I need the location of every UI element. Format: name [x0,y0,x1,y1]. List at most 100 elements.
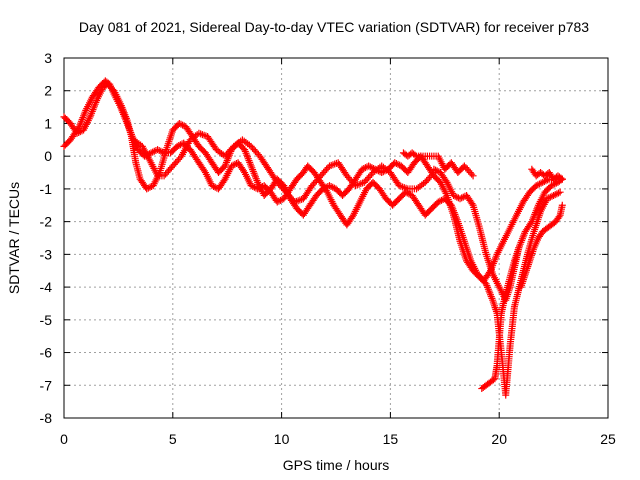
data-point-track-f [555,213,563,221]
data-point-track-a [436,197,444,205]
data-point-track-h [411,151,419,159]
x-tick-label: 10 [274,431,290,447]
y-tick-label: -3 [40,246,53,262]
data-point-track-a [175,142,183,150]
data-point-track-b [548,192,556,200]
data-point-track-b [325,182,333,190]
data-point-track-b [179,121,187,129]
data-point-track-a [150,147,158,155]
x-tick-label: 0 [60,431,68,447]
data-point-track-a [149,148,157,156]
data-point-track-d [432,166,440,174]
grid-lines [64,58,608,418]
chart-title: Day 081 of 2021, Sidereal Day-to-day VTE… [79,19,589,35]
y-tick-label: 1 [44,115,52,131]
data-point-track-d [433,167,441,175]
data-point-track-a [535,180,543,188]
data-point-track-b [378,169,386,177]
data-point-track-a [147,149,155,157]
y-tick-label: -2 [40,214,53,230]
data-point-track-a [544,176,552,184]
data-point-track-d [453,193,461,201]
data-point-track-b [550,191,558,199]
y-tick-label: 0 [44,148,52,164]
data-point-track-d [430,165,438,173]
y-axis-label: SDTVAR / TECUs [6,182,22,294]
data-point-track-a [154,146,162,154]
y-tick-label: -8 [40,410,53,426]
data-point-track-d [547,182,555,190]
data-point-track-b [546,193,554,201]
data-point-track-a [273,198,281,206]
data-point-track-d [458,194,466,202]
data-point-track-b [556,188,564,196]
data-point-track-a [532,182,540,190]
x-tick-labels: 0 5 10 15 20 25 [60,431,616,447]
data-point-track-c [228,144,236,152]
data-point-track-b [177,120,185,128]
data-point-track-b [545,194,553,202]
data-point-track-a [155,146,163,154]
data-point-track-f [558,201,566,209]
data-point-track-b [366,163,374,171]
data-point-track-b [551,191,559,199]
data-point-track-a [542,177,550,185]
plot-frame [63,57,609,419]
data-point-track-g [558,175,566,183]
data-point-track-a [534,181,542,189]
data-point-track-b [76,128,84,136]
data-point-track-b [368,164,376,172]
data-point-track-a [348,213,356,221]
data-point-track-d [442,177,450,185]
axis-ticks [63,57,609,419]
data-point-track-a [275,197,283,205]
data-point-track-a [247,182,255,190]
data-point-track-a [240,167,248,175]
data-point-track-e [515,244,523,252]
data-point-track-b [144,184,152,192]
data-point-track-b [321,184,329,192]
data-point-track-b [360,164,368,172]
data-point-track-a [173,142,181,150]
y-tick-label: 3 [44,50,52,66]
data-point-track-a [200,167,208,175]
data-point-track-b [554,189,562,197]
data-point-track-a [277,196,285,204]
x-axis-label: GPS time / hours [283,457,390,473]
y-tick-label: -7 [40,377,53,393]
data-point-track-d [450,191,458,199]
data-point-track-b [543,195,551,203]
data-point-track-a [434,198,442,206]
data-point-track-b [391,159,399,167]
data-point-track-b [175,119,183,127]
data-point-track-d [456,195,464,203]
x-tick-label: 25 [600,431,616,447]
data-point-track-h [469,172,477,180]
data-point-track-b [553,190,561,198]
data-point-track-d [551,180,559,188]
data-point-track-d [451,192,459,200]
data-point-track-d [468,200,476,208]
data-point-track-c [428,170,436,178]
data-point-track-b [143,185,151,193]
data-point-track-b [365,162,373,170]
y-tick-labels: -8 -7 -6 -5 -4 -3 -2 -1 0 1 2 3 [40,50,53,426]
data-point-track-c [368,170,376,178]
y-tick-label: -4 [40,279,53,295]
x-tick-label: 15 [383,431,399,447]
x-tick-label: 5 [169,431,177,447]
data-point-track-a [229,161,237,169]
data-point-track-a [537,179,545,187]
data-point-track-b [322,183,330,191]
data-point-track-b [319,185,327,193]
y-tick-label: -6 [40,345,53,361]
data-point-track-a [539,178,547,186]
data-point-track-a [220,177,228,185]
data-point-track-a [249,182,257,190]
x-tick-label: 20 [491,431,507,447]
data-point-track-b [394,160,402,168]
data-point-track-b [329,183,337,191]
data-point-track-a [228,162,236,170]
y-tick-label: 2 [44,83,52,99]
